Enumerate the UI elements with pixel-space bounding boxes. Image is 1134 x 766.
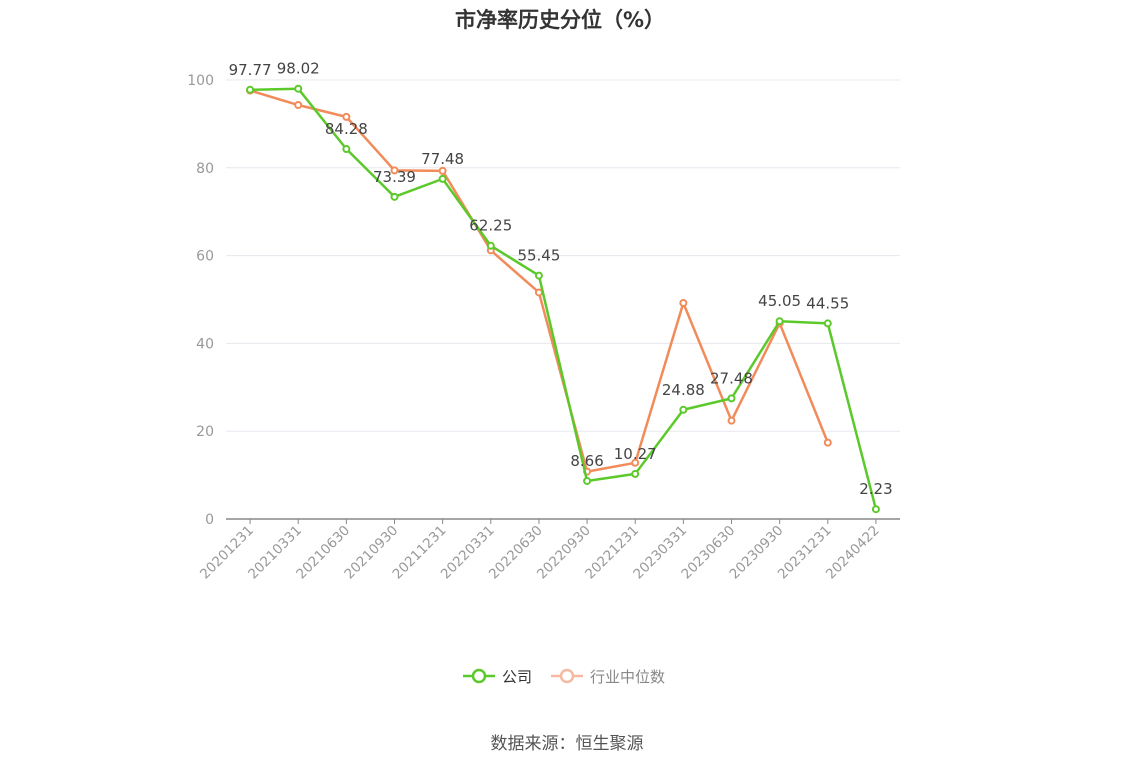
- series-point-0: [534, 271, 543, 280]
- series-point-0: [438, 174, 447, 183]
- y-tick-label: 100: [187, 73, 214, 89]
- data-label: 98.02: [277, 60, 320, 78]
- series-point-0: [583, 476, 592, 485]
- series-point-0: [246, 85, 255, 94]
- data-label: 73.39: [373, 168, 416, 186]
- series-point-1: [534, 288, 543, 297]
- legend-item-company[interactable]: 公司: [462, 666, 532, 687]
- y-tick-label: 40: [196, 336, 214, 352]
- grid-layer: [226, 79, 900, 432]
- series-point-1: [823, 438, 832, 447]
- data-label: 10.27: [614, 445, 657, 463]
- data-label: 24.88: [662, 381, 705, 399]
- data-label: 2.23: [859, 480, 892, 498]
- series-point-1: [631, 458, 640, 467]
- series-point-0: [823, 319, 832, 328]
- data-label: 77.48: [421, 150, 464, 168]
- series-point-1: [438, 166, 447, 175]
- data-label: 45.05: [758, 292, 801, 310]
- series-point-0: [679, 405, 688, 414]
- data-label: 8.66: [570, 452, 603, 470]
- y-tick-label: 20: [196, 424, 214, 440]
- series-point-0: [631, 469, 640, 478]
- series-point-0: [342, 145, 351, 154]
- legend: 公司 行业中位数: [462, 664, 683, 688]
- series-point-0: [294, 84, 303, 93]
- data-label-layer: 97.77 98.02 84.28 73.39 77.48 62.25 55.45 8.66 1…: [229, 60, 893, 499]
- data-label: 27.48: [710, 369, 753, 387]
- series-point-0: [390, 192, 399, 201]
- data-label: 55.45: [517, 247, 560, 265]
- series-line-1: [249, 89, 829, 473]
- legend-industry-line-icon: [551, 668, 584, 684]
- data-label: 97.77: [229, 61, 272, 79]
- legend-industry-label: 行业中位数: [590, 667, 666, 686]
- series-layer: [246, 84, 880, 514]
- series-point-1: [679, 299, 688, 308]
- data-source-note: 数据来源：恒生聚源: [490, 734, 644, 754]
- y-tick-label: 80: [196, 161, 214, 177]
- legend-company-line-icon: [463, 668, 495, 684]
- data-label: 44.55: [806, 294, 849, 312]
- y-tick-label: 0: [205, 512, 214, 528]
- series-point-0: [727, 394, 736, 403]
- series-point-1: [294, 101, 303, 110]
- series-point-1: [727, 416, 736, 425]
- series-point-0: [486, 241, 495, 250]
- series-point-1: [390, 166, 399, 175]
- series-point-1: [342, 112, 351, 121]
- series-point-0: [775, 317, 784, 326]
- axis-layer: 0204060801002020123120210331202106302021…: [187, 73, 900, 582]
- data-label: 62.25: [469, 217, 512, 235]
- legend-company-label: 公司: [502, 667, 533, 686]
- series-point-0: [871, 505, 880, 514]
- y-tick-label: 60: [196, 249, 214, 265]
- data-label: 84.28: [325, 120, 368, 138]
- chart-title: 市净率历史分位（%）: [454, 8, 666, 32]
- series-line-0: [250, 87, 878, 510]
- legend-item-industry-median[interactable]: 行业中位数: [550, 666, 665, 687]
